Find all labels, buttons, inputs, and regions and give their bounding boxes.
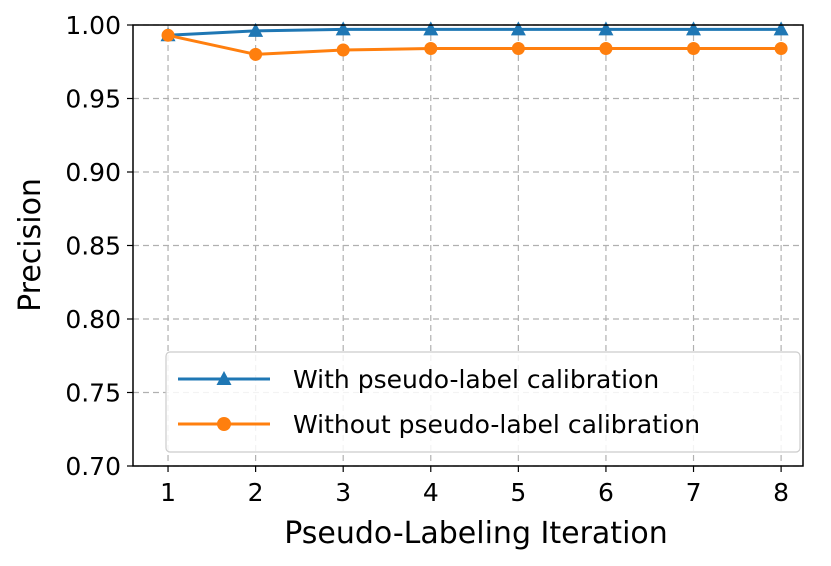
y-tick-label: 0.80 <box>65 305 121 334</box>
data-point-triangle <box>423 21 439 36</box>
series-line <box>167 33 782 56</box>
data-point-circle <box>249 47 263 61</box>
legend-marker-triangle <box>216 371 232 385</box>
series-without-calibration <box>161 28 788 61</box>
data-point-circle <box>774 42 788 56</box>
data-point-triangle <box>773 21 789 36</box>
x-axis-title: Pseudo-Labeling Iteration <box>284 516 668 551</box>
x-tick-label: 8 <box>773 478 789 507</box>
plot-frame <box>132 24 804 467</box>
legend-label-without-calibration: Without pseudo-label calibration <box>293 410 700 439</box>
data-point-circle <box>511 42 525 56</box>
data-point-triangle <box>686 21 702 36</box>
x-axis-ticks: 1 2 3 4 5 6 7 8 <box>160 466 789 507</box>
x-tick-label: 3 <box>335 478 351 507</box>
data-point-circle <box>161 28 175 42</box>
y-tick-label: 0.90 <box>65 158 121 187</box>
series-layer <box>160 21 789 61</box>
x-tick-label: 7 <box>686 478 702 507</box>
data-point-triangle <box>510 21 526 36</box>
data-point-circle <box>336 43 350 57</box>
legend-box <box>165 351 801 453</box>
data-point-circle <box>687 42 701 56</box>
y-tick-label: 0.70 <box>65 452 121 481</box>
legend: With pseudo-label calibration Without ps… <box>165 351 801 453</box>
x-tick-label: 5 <box>510 478 526 507</box>
y-tick-label: 1.00 <box>65 11 121 40</box>
y-tick-label: 0.85 <box>65 232 121 261</box>
y-tick-label: 0.95 <box>65 85 121 114</box>
x-tick-label: 4 <box>423 478 439 507</box>
data-point-triangle <box>335 21 351 36</box>
data-point-circle <box>599 42 613 56</box>
legend-marker-circle <box>217 417 231 431</box>
x-tick-label: 1 <box>160 478 176 507</box>
y-axis-ticks: 0.70 0.75 0.80 0.85 0.90 0.95 1.00 <box>65 11 133 481</box>
x-tick-label: 6 <box>598 478 614 507</box>
legend-label-with-calibration: With pseudo-label calibration <box>293 365 659 394</box>
data-point-circle <box>424 42 438 56</box>
x-tick-label: 2 <box>248 478 264 507</box>
data-point-triangle <box>248 22 264 37</box>
y-axis-title: Precision <box>13 178 48 312</box>
y-tick-label: 0.75 <box>65 379 121 408</box>
series-line <box>167 27 782 37</box>
data-point-triangle <box>598 21 614 36</box>
